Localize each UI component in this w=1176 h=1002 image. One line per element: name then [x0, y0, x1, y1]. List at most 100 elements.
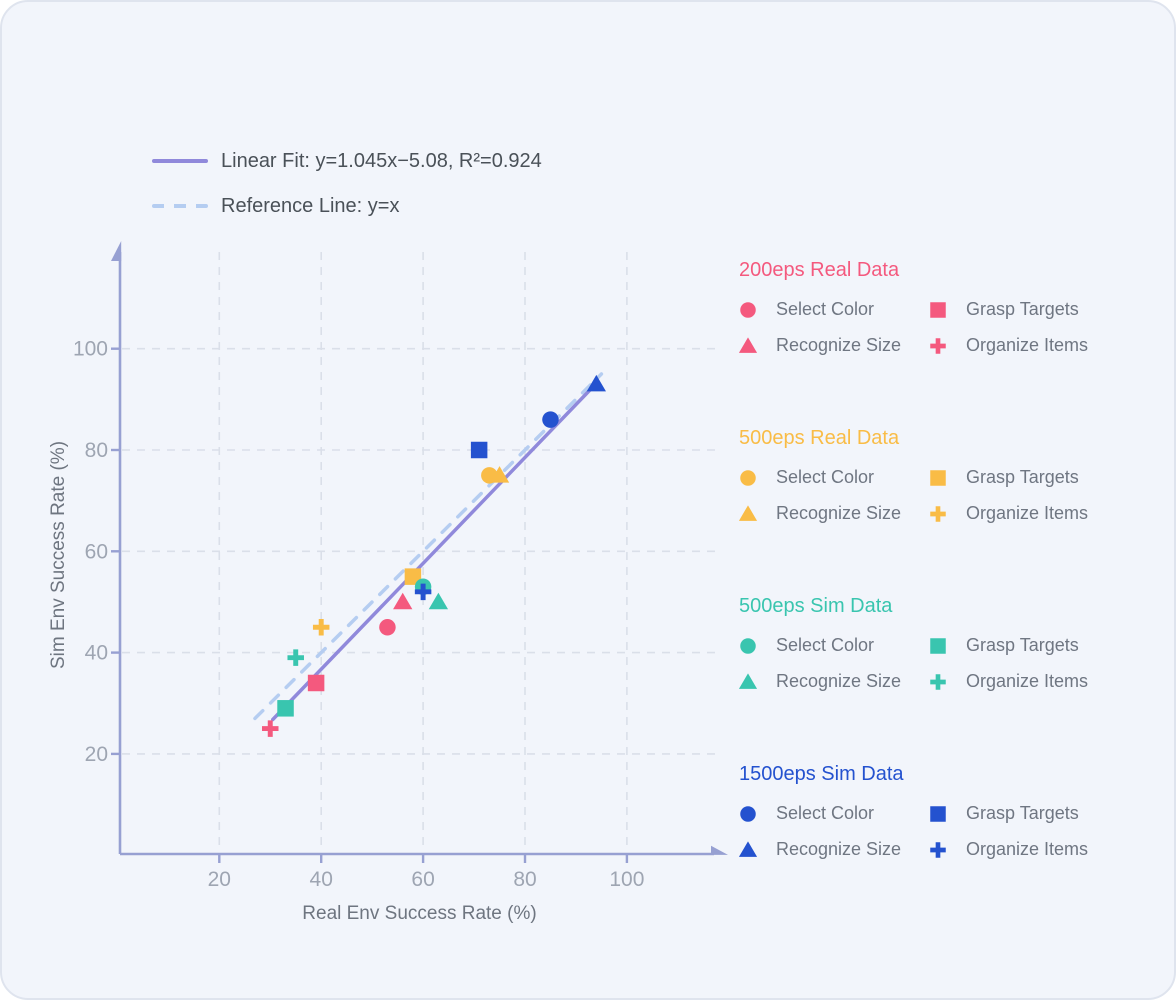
- legend-group-500eps-real-data: 500eps Real Data Select Color Grasp Target…: [739, 425, 1169, 525]
- legend-group-title: 500eps Sim Data: [739, 595, 893, 617]
- x-tick-label-60: 60: [411, 868, 434, 891]
- series-legend: 200eps Real Data Select Color Grasp Target…: [739, 257, 1169, 929]
- legend-item-label: Grasp Targets: [966, 634, 1079, 655]
- x-axis-arrow-icon: [711, 845, 728, 855]
- fit-legend-row-linear: Linear Fit: y=1.045x−5.08, R²=0.924: [152, 146, 542, 176]
- square-marker-icon: [930, 470, 946, 486]
- square-marker-icon: [930, 806, 946, 822]
- x-axis-title: Real Env Success Rate (%): [302, 903, 537, 924]
- y-axis-arrow-icon: [111, 241, 122, 261]
- scatter-point-1500eps-sim-data-square: [470, 441, 488, 459]
- y-tick-label-100: 100: [73, 338, 108, 361]
- legend-item-label: Select Color: [776, 802, 875, 823]
- legend-item-organize-items: Organize Items: [929, 333, 1164, 357]
- linear-fit-line: [271, 381, 599, 722]
- legend-item-recognize-size: Recognize Size: [739, 333, 929, 357]
- legend-item-label: Organize Items: [966, 334, 1089, 355]
- legend-item-grasp-targets: Grasp Targets: [929, 801, 1164, 825]
- legend-item-select-color: Select Color: [739, 297, 929, 321]
- y-tick-label-80: 80: [85, 439, 108, 462]
- legend-group-items: Select Color Grasp Targets Recognize Size O…: [739, 297, 1169, 357]
- circle-glyph: [740, 806, 756, 822]
- fit-legend: Linear Fit: y=1.045x−5.08, R²=0.924 Refe…: [152, 146, 542, 221]
- legend-group-title: 200eps Real Data: [739, 259, 900, 281]
- scatter-point-500eps-sim-data-square: [277, 700, 294, 717]
- legend-group-items: Select Color Grasp Targets Recognize Size O…: [739, 801, 1169, 861]
- legend-item-label: Grasp Targets: [966, 466, 1079, 487]
- fit-legend-row-reference: Reference Line: y=x: [152, 191, 542, 221]
- y-axis-title: Sim Env Success Rate (%): [48, 440, 69, 670]
- legend-item-organize-items: Organize Items: [929, 669, 1164, 693]
- square-marker-icon: [930, 302, 946, 318]
- legend-item-label: Recognize Size: [776, 838, 902, 859]
- legend-item-label: Select Color: [776, 298, 875, 319]
- scatter-point-200eps-real-data-triangle: [393, 592, 413, 610]
- legend-item-label: Recognize Size: [776, 334, 902, 355]
- x-tick-label-20: 20: [208, 868, 231, 891]
- y-tick-label-60: 60: [85, 540, 108, 563]
- legend-item-label: Organize Items: [966, 670, 1089, 691]
- plus-marker-icon: [930, 506, 946, 522]
- triangle-marker-icon: [739, 505, 757, 521]
- triangle-marker-icon: [739, 841, 757, 857]
- scatter-point-500eps-real-data-square: [404, 568, 422, 585]
- linear-fit-label: Linear Fit: y=1.045x−5.08, R²=0.924: [221, 149, 542, 172]
- legend-item-recognize-size: Recognize Size: [739, 669, 929, 693]
- scatter-point-500eps-real-data-plus: [312, 619, 330, 636]
- legend-group-title: 500eps Real Data: [739, 427, 900, 449]
- legend-item-recognize-size: Recognize Size: [739, 837, 929, 861]
- legend-item-organize-items: Organize Items: [929, 837, 1164, 861]
- legend-item-label: Organize Items: [966, 838, 1089, 859]
- y-tick-label-40: 40: [85, 642, 108, 665]
- y-tick-label-20: 20: [85, 743, 108, 766]
- scatter-point-1500eps-sim-data-circle: [542, 411, 559, 428]
- legend-group-title: 1500eps Sim Data: [739, 763, 904, 785]
- legend-item-organize-items: Organize Items: [929, 501, 1164, 525]
- square-marker-icon: [930, 638, 946, 654]
- scatter-point-200eps-real-data-circle: [379, 619, 396, 636]
- circle-marker-icon: [740, 302, 756, 318]
- circle-marker-icon: [740, 470, 756, 486]
- legend-item-select-color: Select Color: [739, 633, 929, 657]
- circle-glyph: [740, 638, 756, 654]
- triangle-marker-icon: [739, 673, 757, 689]
- plus-glyph: [930, 338, 946, 354]
- plus-glyph: [930, 842, 946, 858]
- scatter-point-500eps-sim-data-plus: [287, 649, 304, 666]
- circle-glyph: [740, 470, 756, 486]
- reference-line-swatch: [152, 204, 208, 208]
- legend-group-200eps-real-data: 200eps Real Data Select Color Grasp Target…: [739, 257, 1169, 357]
- plus-marker-icon: [930, 842, 946, 858]
- reference-line: [253, 372, 604, 721]
- x-tick-label-80: 80: [513, 868, 536, 891]
- plus-marker-icon: [930, 338, 946, 354]
- legend-item-grasp-targets: Grasp Targets: [929, 465, 1164, 489]
- scatter-point-500eps-sim-data-triangle: [428, 592, 449, 610]
- legend-item-label: Recognize Size: [776, 670, 902, 691]
- legend-item-label: Recognize Size: [776, 502, 902, 523]
- plus-glyph: [930, 674, 946, 690]
- plus-glyph: [930, 506, 946, 522]
- triangle-glyph: [739, 841, 757, 857]
- linear-fit-line-swatch: [152, 159, 208, 163]
- x-tick-label-100: 100: [609, 868, 644, 891]
- legend-group-1500eps-sim-data: 1500eps Sim Data Select Color Grasp Target…: [739, 761, 1169, 861]
- legend-item-grasp-targets: Grasp Targets: [929, 633, 1164, 657]
- reference-line-label: Reference Line: y=x: [221, 194, 400, 217]
- triangle-marker-icon: [739, 337, 757, 353]
- legend-group-500eps-sim-data: 500eps Sim Data Select Color Grasp Targets…: [739, 593, 1169, 693]
- legend-group-items: Select Color Grasp Targets Recognize Size O…: [739, 465, 1169, 525]
- legend-item-label: Select Color: [776, 466, 875, 487]
- triangle-glyph: [739, 337, 757, 353]
- triangle-glyph: [739, 673, 757, 689]
- scatter-point-1500eps-sim-data-triangle: [586, 374, 606, 392]
- plus-marker-icon: [930, 674, 946, 690]
- scatter-point-200eps-real-data-plus: [262, 720, 279, 737]
- triangle-glyph: [739, 505, 757, 521]
- legend-item-label: Grasp Targets: [966, 802, 1079, 823]
- circle-marker-icon: [740, 638, 756, 654]
- circle-glyph: [740, 302, 756, 318]
- legend-item-recognize-size: Recognize Size: [739, 501, 929, 525]
